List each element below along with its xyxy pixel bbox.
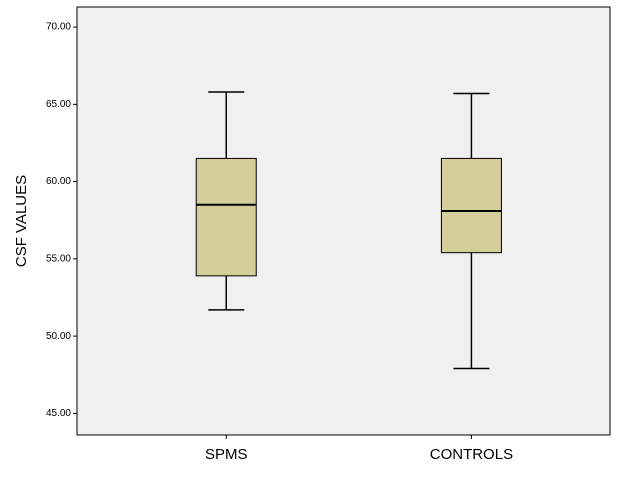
- y-tick-label: 65.00: [46, 99, 71, 110]
- plot-area: [76, 6, 611, 436]
- x-tick-label: SPMS: [205, 446, 248, 463]
- box: [440, 157, 502, 254]
- y-tick-label: 55.00: [46, 253, 71, 264]
- x-tick-label: CONTROLS: [430, 446, 513, 463]
- y-tick-label: 60.00: [46, 176, 71, 187]
- y-tick-label: 45.00: [46, 408, 71, 419]
- y-tick-label: 70.00: [46, 22, 71, 33]
- box: [195, 157, 257, 277]
- y-axis-label: CSF VALUES: [13, 175, 30, 267]
- y-tick-label: 50.00: [46, 331, 71, 342]
